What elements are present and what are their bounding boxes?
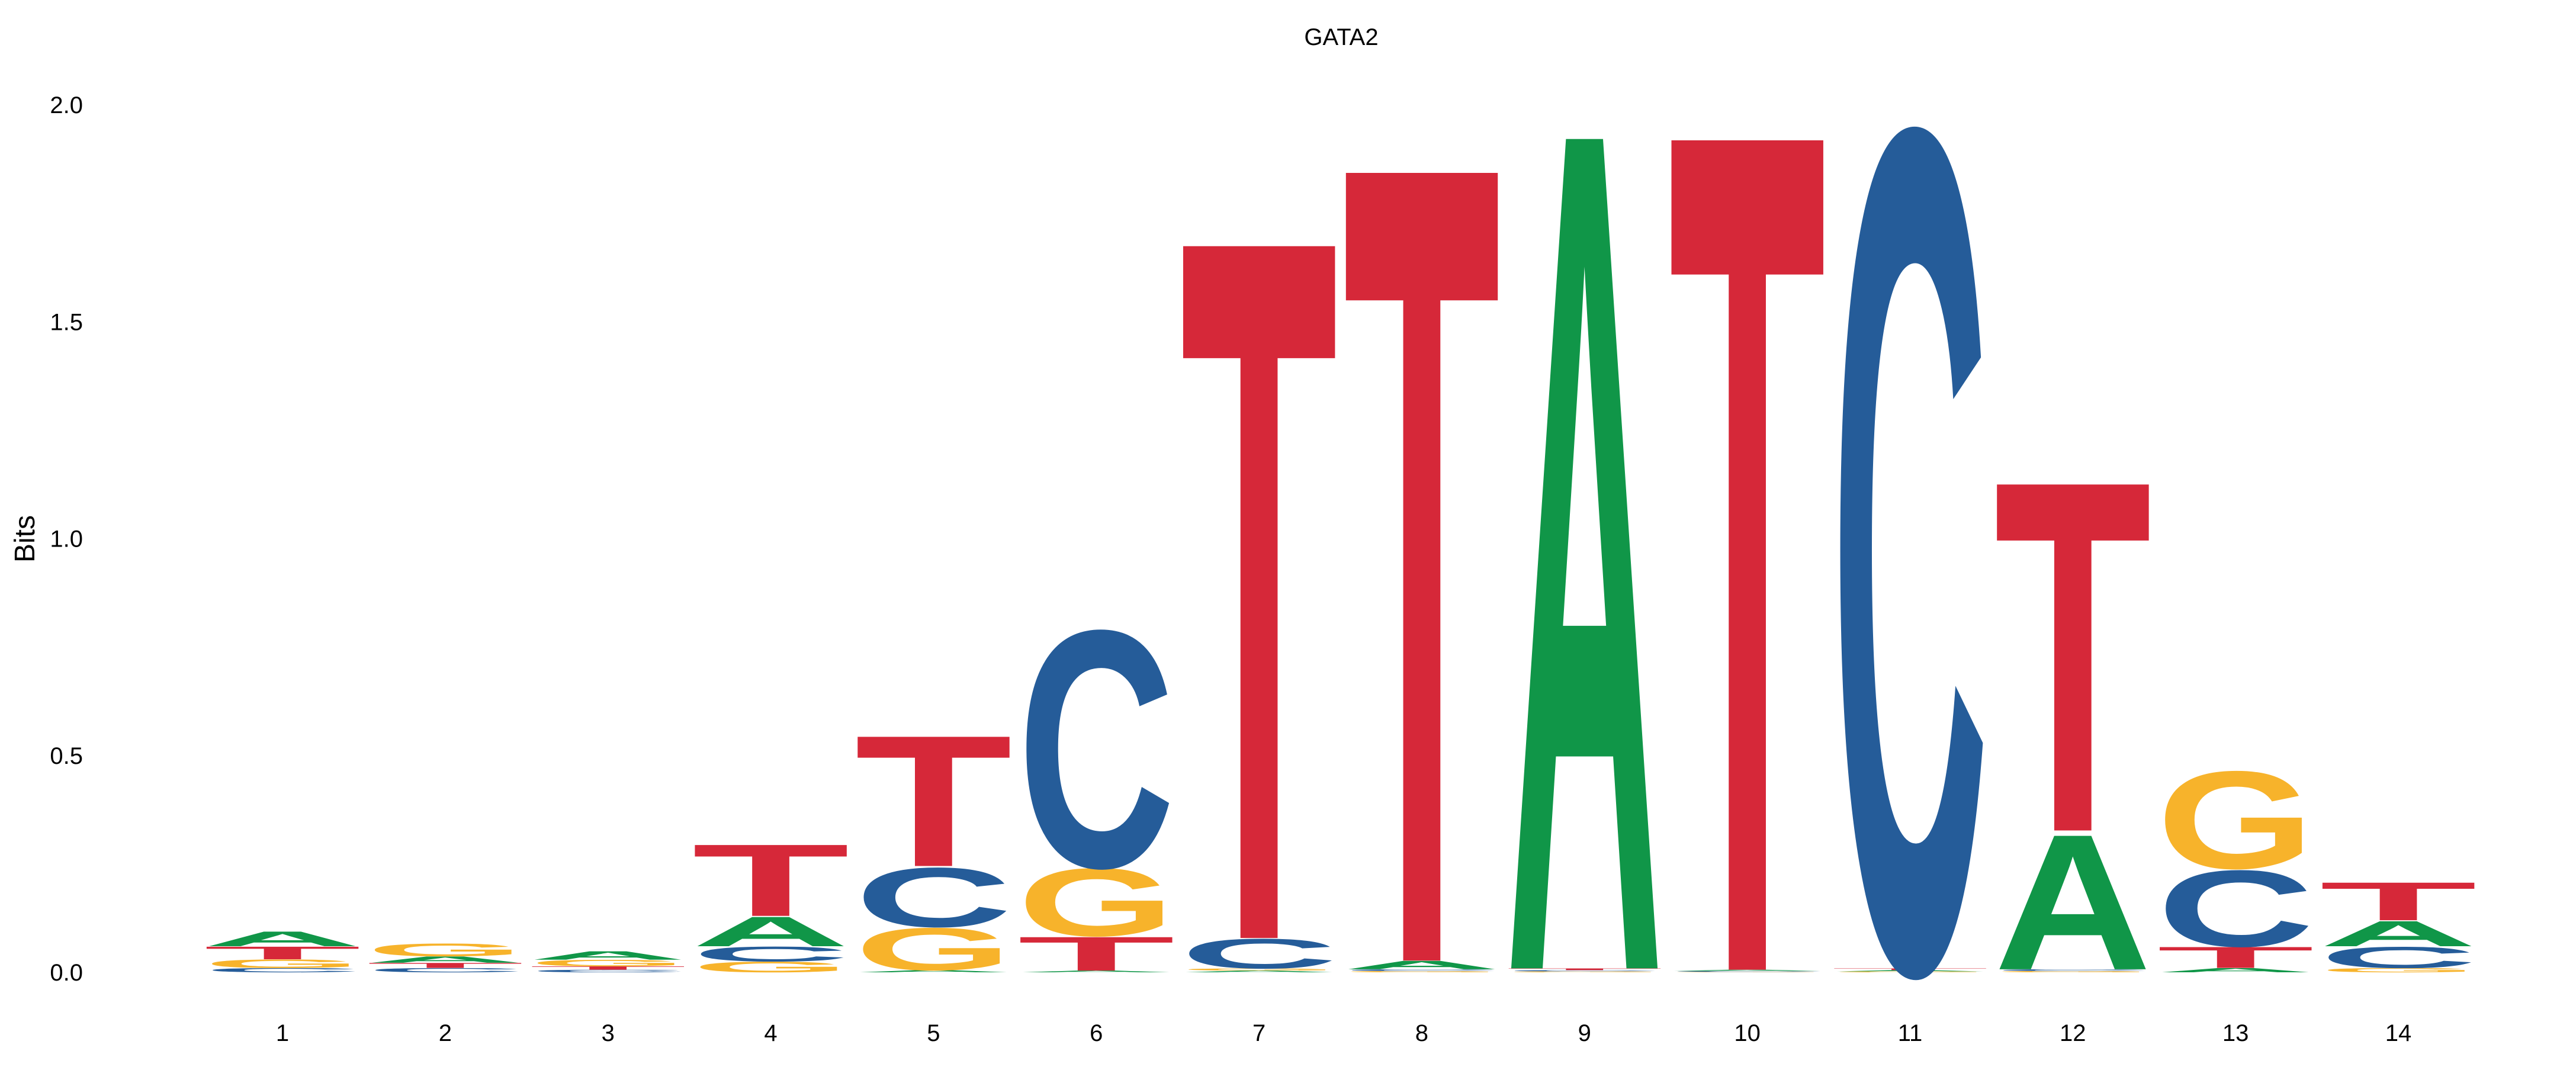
x-tick-label: 13 <box>2222 1020 2249 1046</box>
x-tick-label: 2 <box>439 1020 452 1046</box>
letter-glyph: T <box>2320 871 2477 932</box>
letter-glyph: G <box>367 940 524 960</box>
letter-glyph: C <box>2157 847 2314 969</box>
y-tick-label: 1.5 <box>50 309 83 335</box>
letter-glyph: C <box>367 967 524 973</box>
letter-glyph: T <box>1180 28 1338 1083</box>
x-tick-label: 1 <box>276 1020 289 1046</box>
letter-glyph: G <box>529 958 687 968</box>
letter-glyph: A <box>367 955 524 965</box>
letter-glyph: C <box>1506 970 1663 972</box>
letter-glyph: T <box>1669 0 1826 1083</box>
x-tick-label: 9 <box>1578 1020 1591 1046</box>
letter-glyph: T <box>2157 940 2314 974</box>
x-tick-label: 5 <box>927 1020 940 1046</box>
letter-glyph: A <box>1180 970 1338 973</box>
letter-glyph: G <box>1017 848 1175 956</box>
y-tick-label: 1.0 <box>50 526 83 552</box>
letter-glyph: A <box>2157 967 2314 973</box>
letter-glyph: C <box>1831 0 1989 1083</box>
letter-glyph: C <box>692 942 850 966</box>
letter-glyph: G <box>1180 968 1338 971</box>
x-tick-label: 12 <box>2060 1020 2086 1046</box>
letter-glyph: G <box>204 957 361 970</box>
letter-glyph: T <box>529 965 687 970</box>
letter-glyph: G <box>1506 971 1663 972</box>
letter-glyph: A <box>529 949 687 962</box>
x-tick-label: 4 <box>764 1020 777 1046</box>
letter-glyph: C <box>529 969 687 973</box>
letter-glyph: A <box>692 908 850 956</box>
x-tick-label: 7 <box>1252 1020 1265 1046</box>
chart-title: GATA2 <box>1304 24 1378 50</box>
letter-glyph: T <box>692 823 850 938</box>
letter-glyph: C <box>1343 969 1501 972</box>
y-axis-label: Bits <box>9 515 41 563</box>
x-tick-label: 8 <box>1415 1020 1428 1046</box>
letter-glyph: A <box>1017 970 1175 973</box>
x-tick-label: 3 <box>602 1020 615 1046</box>
letter-glyph: A <box>1994 794 2151 1010</box>
letter-glyph: G <box>1343 970 1501 972</box>
letter-glyph: C <box>2320 940 2477 974</box>
letter-glyph: A <box>1506 0 1663 1083</box>
letter-glyph: T <box>1994 375 2151 937</box>
letter-glyph: T <box>1506 968 1663 971</box>
letter-glyph: T <box>855 696 1012 906</box>
letter-glyph: A <box>1343 958 1501 972</box>
letter-glyph: C <box>204 967 361 973</box>
letter-glyph: G <box>692 959 850 976</box>
letter-glyph: T <box>1831 968 1989 971</box>
letter-glyph: G <box>2157 743 2314 898</box>
y-tick-label: 0.0 <box>50 960 83 986</box>
letter-glyph: A <box>1831 970 1989 972</box>
letter-glyph: T <box>1017 927 1175 981</box>
letter-glyph: G <box>1831 971 1989 972</box>
letter-glyph: G <box>855 915 1012 983</box>
letter-glyph: C <box>1017 560 1175 939</box>
letter-glyph: A <box>1669 969 1826 971</box>
letter-glyph: G <box>2320 967 2477 973</box>
letter-glyph: T <box>204 943 361 963</box>
letter-glyph: A <box>2320 913 2477 954</box>
x-tick-label: 11 <box>1898 1020 1923 1046</box>
letter-glyph: C <box>855 850 1012 945</box>
letter-glyph: C <box>1994 969 2151 972</box>
y-tick-label: 2.0 <box>50 92 83 118</box>
y-tick-label: 0.5 <box>50 743 83 769</box>
x-tick-label: 14 <box>2385 1020 2412 1046</box>
letter-glyph: T <box>1343 0 1501 1083</box>
letter-glyph: T <box>367 962 524 970</box>
letter-glyph: C <box>1180 930 1338 978</box>
letter-glyph: G <box>1994 970 2151 972</box>
x-tick-label: 6 <box>1090 1020 1103 1046</box>
letter-glyph: A <box>855 969 1012 973</box>
letter-glyph: A <box>204 927 361 951</box>
x-tick-label: 10 <box>1734 1020 1761 1046</box>
letter-glyph: C <box>1669 970 1826 972</box>
